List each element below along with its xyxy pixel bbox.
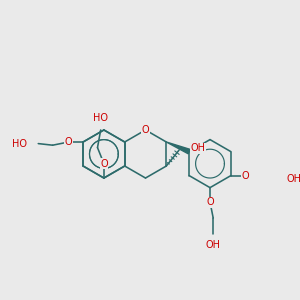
Text: O: O <box>242 171 249 181</box>
Polygon shape <box>166 142 190 154</box>
Text: HO: HO <box>93 113 108 123</box>
Text: O: O <box>100 159 108 169</box>
Text: OH: OH <box>206 240 221 250</box>
Text: OH: OH <box>190 143 205 153</box>
Text: O: O <box>65 137 73 147</box>
Text: HO: HO <box>12 139 27 148</box>
Text: O: O <box>206 197 214 207</box>
Text: OH: OH <box>286 174 300 184</box>
Text: O: O <box>142 125 149 135</box>
